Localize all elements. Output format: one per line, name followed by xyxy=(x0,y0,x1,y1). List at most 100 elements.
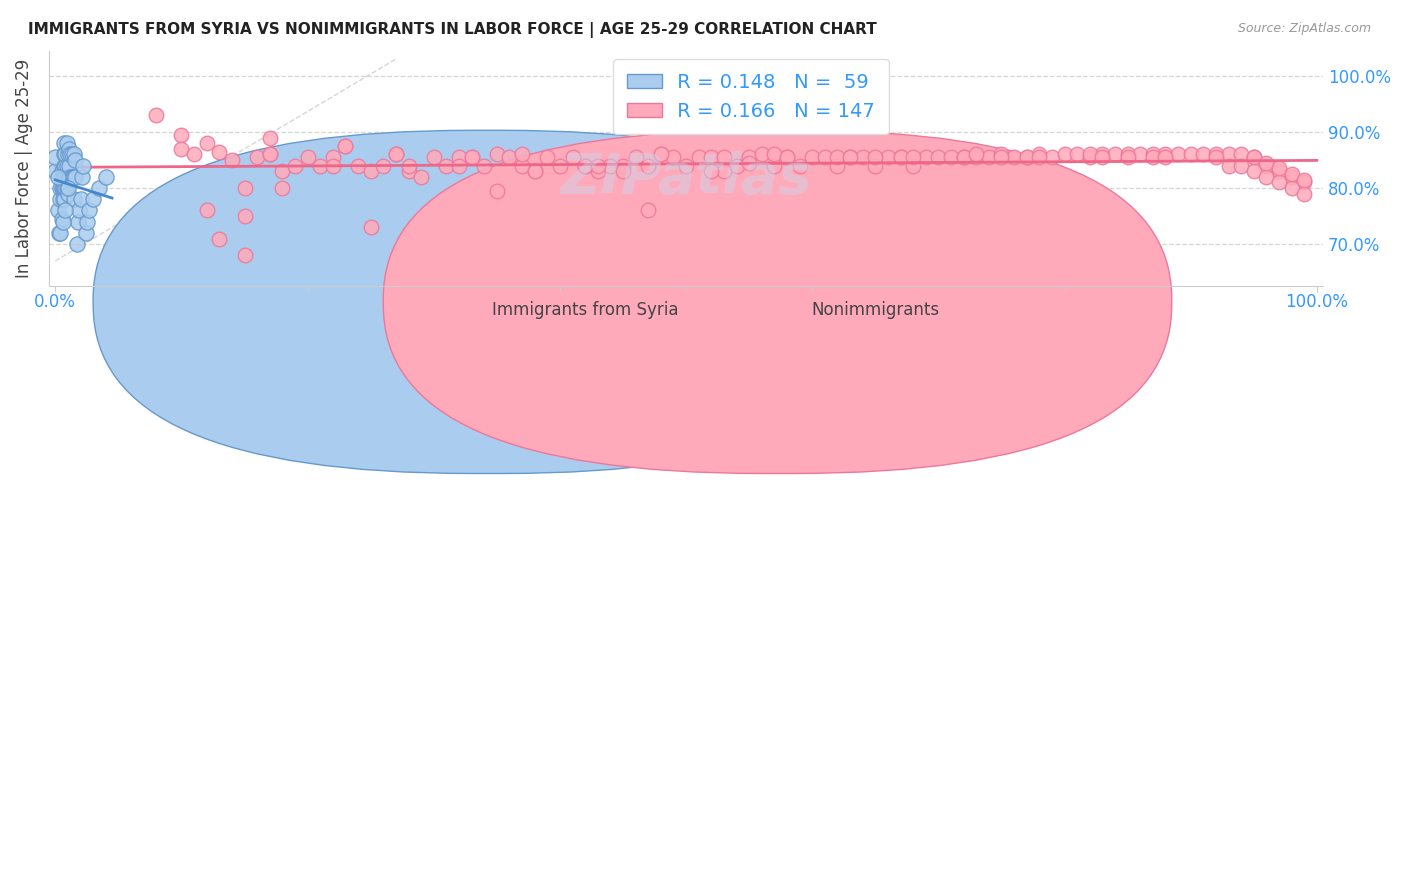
Point xyxy=(55,159,77,173)
Point xyxy=(65,169,87,184)
FancyBboxPatch shape xyxy=(93,130,882,474)
Point xyxy=(1104,147,1126,161)
Point xyxy=(58,169,80,184)
Point xyxy=(612,159,634,173)
Point xyxy=(662,150,685,164)
Point xyxy=(373,159,395,173)
Point xyxy=(612,164,634,178)
Point xyxy=(901,159,924,173)
Point xyxy=(271,181,294,195)
Point xyxy=(195,203,218,218)
Point xyxy=(66,237,89,252)
Point xyxy=(70,169,93,184)
Point xyxy=(713,164,735,178)
Text: 0.0%: 0.0% xyxy=(34,293,76,311)
Point xyxy=(422,150,444,164)
Point xyxy=(44,164,66,178)
Point xyxy=(60,147,83,161)
Text: Immigrants from Syria: Immigrants from Syria xyxy=(492,301,678,318)
Point xyxy=(46,169,69,184)
Point xyxy=(776,150,799,164)
Y-axis label: In Labor Force | Age 25-29: In Labor Force | Age 25-29 xyxy=(15,59,32,278)
Point xyxy=(460,150,482,164)
Point xyxy=(297,150,319,164)
Point xyxy=(1078,147,1101,161)
Point xyxy=(700,150,723,164)
Point xyxy=(56,147,79,161)
Point xyxy=(952,150,974,164)
Point xyxy=(586,159,609,173)
Point xyxy=(1053,147,1076,161)
Point xyxy=(447,150,470,164)
Point xyxy=(55,181,77,195)
Point xyxy=(574,159,596,173)
Point xyxy=(1243,150,1265,164)
Point xyxy=(472,159,495,173)
Point xyxy=(523,164,546,178)
Point xyxy=(53,169,76,184)
Point xyxy=(72,159,94,173)
Point xyxy=(63,147,86,161)
Point xyxy=(1243,164,1265,178)
Point xyxy=(1091,147,1114,161)
Point xyxy=(58,159,80,173)
Point xyxy=(55,169,77,184)
Point xyxy=(536,150,558,164)
Point xyxy=(322,159,344,173)
Point xyxy=(939,150,962,164)
Point xyxy=(1281,169,1303,184)
Point xyxy=(1230,147,1253,161)
Point xyxy=(447,159,470,173)
Point xyxy=(1205,150,1227,164)
Point xyxy=(1268,164,1291,178)
Point xyxy=(53,136,76,151)
Point xyxy=(637,159,659,173)
Point xyxy=(56,169,79,184)
Point xyxy=(789,159,811,173)
Point xyxy=(1154,147,1177,161)
Point xyxy=(335,139,357,153)
Point xyxy=(1268,176,1291,190)
Point xyxy=(1268,161,1291,176)
Point xyxy=(1040,150,1063,164)
Point xyxy=(801,150,824,164)
Point xyxy=(66,215,89,229)
Point xyxy=(901,150,924,164)
Point xyxy=(259,147,281,161)
Point xyxy=(1205,147,1227,161)
Point xyxy=(208,145,231,159)
Point xyxy=(548,159,571,173)
Point xyxy=(49,192,72,206)
Point xyxy=(650,147,672,161)
Point xyxy=(82,192,104,206)
Point xyxy=(763,147,786,161)
Point xyxy=(398,164,420,178)
Point xyxy=(49,181,72,195)
Point xyxy=(52,192,75,206)
Point xyxy=(990,150,1012,164)
Point xyxy=(183,147,205,161)
Point xyxy=(63,169,86,184)
Point xyxy=(322,150,344,164)
Point xyxy=(1218,159,1240,173)
Point xyxy=(1294,176,1316,190)
Point xyxy=(67,203,90,218)
Point xyxy=(827,159,849,173)
Point xyxy=(271,164,294,178)
Point xyxy=(1192,147,1215,161)
Point xyxy=(965,147,987,161)
Point xyxy=(1243,150,1265,164)
Point xyxy=(865,159,887,173)
Point xyxy=(1167,147,1189,161)
Point xyxy=(246,150,269,164)
Point xyxy=(1281,167,1303,181)
Point xyxy=(1256,159,1278,173)
Point xyxy=(1015,150,1038,164)
Text: IMMIGRANTS FROM SYRIA VS NONIMMIGRANTS IN LABOR FORCE | AGE 25-29 CORRELATION CH: IMMIGRANTS FROM SYRIA VS NONIMMIGRANTS I… xyxy=(28,22,877,38)
Point xyxy=(624,150,647,164)
Point xyxy=(1028,147,1050,161)
Point xyxy=(599,159,621,173)
Point xyxy=(233,248,256,262)
Point xyxy=(55,136,77,151)
Point xyxy=(434,159,457,173)
